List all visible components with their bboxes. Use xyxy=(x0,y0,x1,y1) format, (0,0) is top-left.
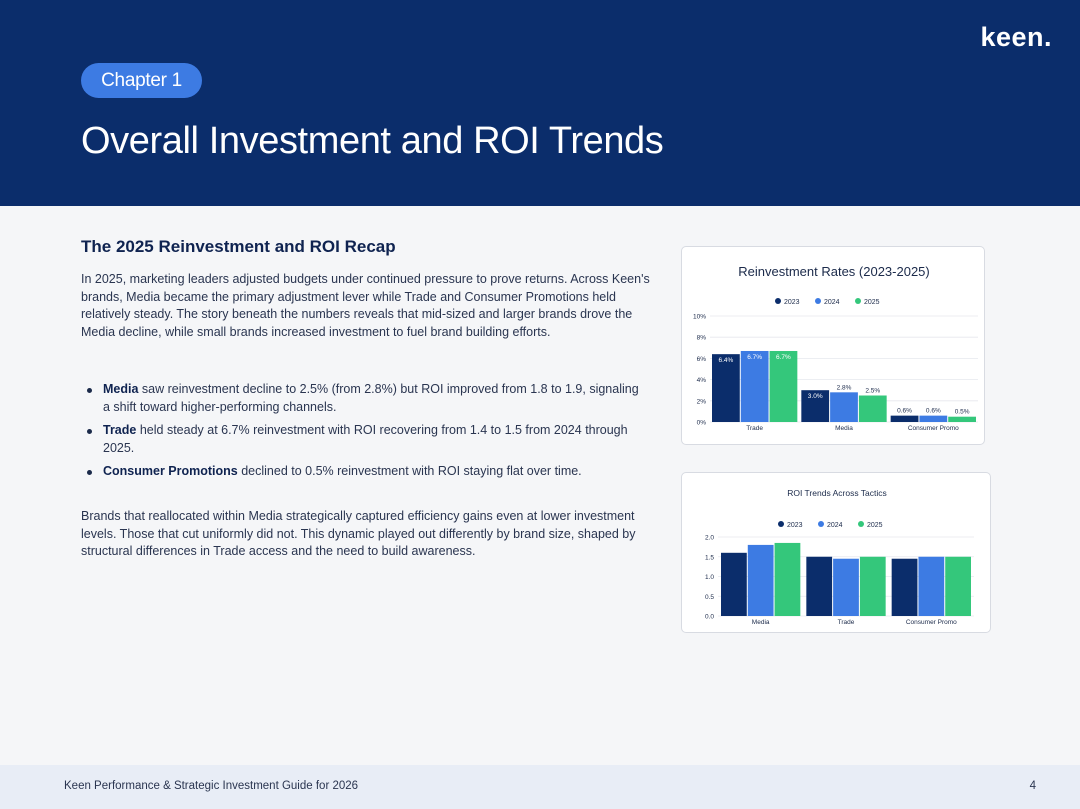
y-tick-label: 1.0 xyxy=(705,574,714,581)
page-number: 4 xyxy=(1029,780,1036,792)
roi-chart-card: ROI Trends Across Tactics 2023 2024 2025 0.0… xyxy=(681,472,991,633)
chart-title: Reinvestment Rates (2023-2025) xyxy=(738,264,930,279)
legend-label: 2023 xyxy=(784,299,800,306)
data-label: 0.5% xyxy=(955,409,970,416)
reinvestment-chart-card: Reinvestment Rates (2023-2025) 2023 2024 20… xyxy=(681,246,985,445)
data-label: 6.4% xyxy=(718,357,733,364)
legend-marker xyxy=(815,298,821,304)
bar xyxy=(948,416,976,422)
intro-paragraph: In 2025, marketing leaders adjusted budg… xyxy=(81,272,650,339)
list-item: Consumer Promotions declined to 0.5% rei… xyxy=(87,463,647,481)
header-banner: keen. Chapter 1 Overall Investment and R… xyxy=(0,0,1080,206)
x-tick-label: Media xyxy=(752,619,770,626)
data-label: 6.7% xyxy=(776,354,791,361)
bullet-term: Consumer Promotions xyxy=(103,464,238,478)
reinvestment-chart: Reinvestment Rates (2023-2025) 2023 2024 20… xyxy=(693,264,978,432)
y-tick-label: 2.0 xyxy=(705,535,714,542)
y-tick-label: 4% xyxy=(697,377,707,384)
legend-label: 2024 xyxy=(827,522,843,529)
list-item: Trade held steady at 6.7% reinvestment w… xyxy=(87,422,647,457)
bar xyxy=(891,558,918,616)
legend-label: 2023 xyxy=(787,522,803,529)
data-label: 2.8% xyxy=(837,384,852,391)
chart-title: ROI Trends Across Tactics xyxy=(787,488,887,498)
bar xyxy=(919,415,948,422)
chapter-badge: Chapter 1 xyxy=(81,63,202,98)
legend-marker xyxy=(818,521,824,527)
legend-marker xyxy=(855,298,861,304)
x-tick-label: Trade xyxy=(838,619,855,626)
bar xyxy=(830,392,858,422)
y-tick-label: 0% xyxy=(697,420,707,427)
bar xyxy=(721,552,747,616)
roi-chart: ROI Trends Across Tactics 2023 2024 2025 0.0… xyxy=(705,488,974,626)
list-item: Media saw reinvestment decline to 2.5% (… xyxy=(87,381,647,416)
legend-label: 2024 xyxy=(824,299,840,306)
bar xyxy=(859,556,886,616)
bar xyxy=(774,542,801,616)
x-tick-label: Trade xyxy=(746,425,763,432)
y-tick-label: 6% xyxy=(697,356,707,363)
y-tick-label: 2% xyxy=(697,398,707,405)
x-tick-label: Media xyxy=(835,425,853,432)
footer: Keen Performance & Strategic Investment … xyxy=(0,765,1080,809)
data-label: 2.5% xyxy=(865,388,880,395)
section-title: The 2025 Reinvestment and ROI Recap xyxy=(81,237,396,256)
bar xyxy=(740,350,769,422)
x-tick-label: Consumer Promo xyxy=(906,619,957,626)
legend-marker xyxy=(775,298,781,304)
bar xyxy=(712,354,740,422)
closing-paragraph: Brands that reallocated within Media str… xyxy=(81,509,636,558)
bar xyxy=(890,415,919,422)
bar xyxy=(806,556,833,616)
bullet-text: held steady at 6.7% reinvestment with RO… xyxy=(103,423,628,455)
bar xyxy=(833,558,859,616)
footer-title: Keen Performance & Strategic Investment … xyxy=(64,780,359,792)
bullet-term: Media xyxy=(103,382,139,396)
x-tick-label: Consumer Promo xyxy=(908,425,959,432)
keen-logo: keen. xyxy=(980,22,1052,52)
legend-label: 2025 xyxy=(864,299,880,306)
bullet-text: saw reinvestment decline to 2.5% (from 2… xyxy=(103,382,639,414)
bullet-text: declined to 0.5% reinvestment with ROI s… xyxy=(237,464,582,478)
y-tick-label: 10% xyxy=(693,314,706,321)
bullet-term: Trade xyxy=(103,423,137,437)
legend-marker xyxy=(778,521,784,527)
data-label: 3.0% xyxy=(808,393,823,400)
y-tick-label: 1.5 xyxy=(705,554,714,561)
bar xyxy=(747,544,774,616)
bar xyxy=(945,556,971,616)
legend-marker xyxy=(858,521,864,527)
data-label: 6.7% xyxy=(747,354,762,361)
y-tick-label: 8% xyxy=(697,335,707,342)
data-label: 0.6% xyxy=(926,408,941,415)
key-findings-list: Media saw reinvestment decline to 2.5% (… xyxy=(87,381,647,487)
page-title: Overall Investment and ROI Trends xyxy=(81,120,664,162)
bar xyxy=(769,350,798,422)
bar xyxy=(918,556,945,616)
data-label: 0.6% xyxy=(897,408,912,415)
legend-label: 2025 xyxy=(867,522,883,529)
bar xyxy=(801,390,830,422)
y-tick-label: 0.5 xyxy=(705,594,714,601)
bar xyxy=(858,395,887,422)
y-tick-label: 0.0 xyxy=(705,614,714,621)
